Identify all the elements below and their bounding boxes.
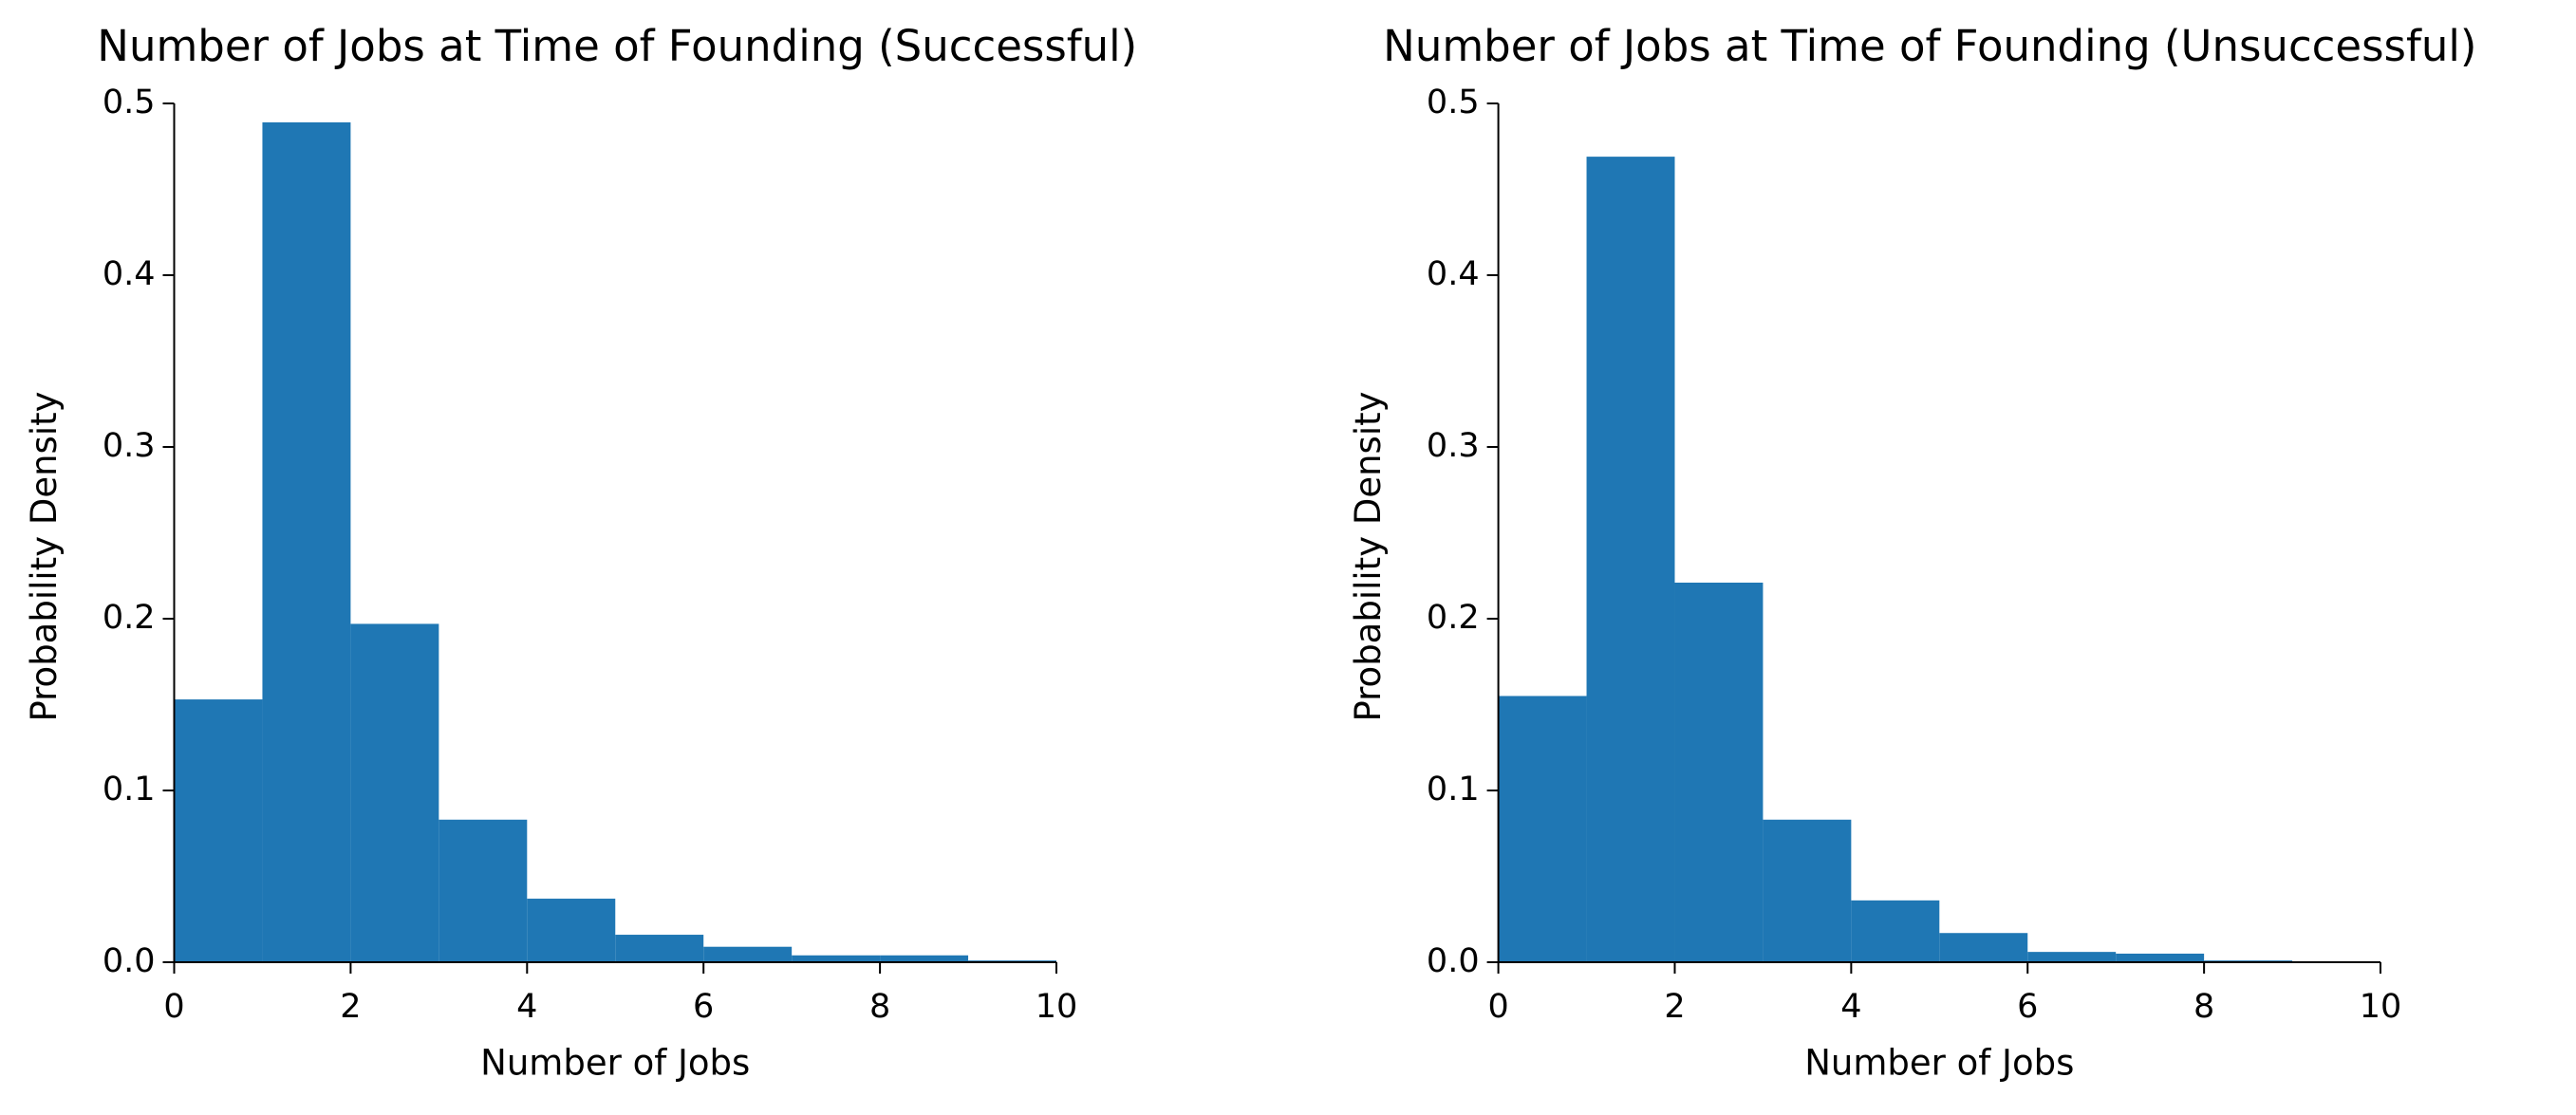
- x-tick-label: 8: [869, 988, 890, 1026]
- bar: [615, 935, 704, 962]
- x-tick-label: 4: [1840, 988, 1861, 1026]
- x-tick-label: 8: [2193, 988, 2214, 1026]
- x-axis-label: Number of Jobs: [1804, 1043, 2074, 1084]
- bar: [703, 946, 793, 962]
- x-tick-label: 6: [693, 988, 714, 1026]
- y-tick-label: 0.2: [103, 599, 156, 637]
- y-tick-label: 0.1: [103, 771, 156, 808]
- bar: [174, 699, 263, 962]
- x-tick-label: 10: [2360, 988, 2402, 1026]
- x-tick-label: 2: [340, 988, 361, 1026]
- y-tick-label: 0.5: [103, 84, 156, 121]
- chart-title: Number of Jobs at Time of Founding (Succ…: [97, 21, 1137, 71]
- y-tick-label: 0.5: [1427, 84, 1480, 121]
- y-axis-label: Probability Density: [24, 391, 65, 721]
- y-tick-label: 0.0: [1427, 942, 1480, 980]
- x-tick-label: 0: [1487, 988, 1508, 1026]
- x-tick-label: 0: [163, 988, 184, 1026]
- bar: [350, 623, 439, 962]
- bar: [1498, 696, 1587, 962]
- y-tick-label: 0.3: [103, 427, 156, 465]
- x-tick-label: 4: [516, 988, 537, 1026]
- chart-title: Number of Jobs at Time of Founding (Unsu…: [1383, 21, 2476, 71]
- bar: [880, 955, 969, 962]
- bar: [2027, 952, 2117, 962]
- bar: [792, 955, 881, 962]
- bar: [1939, 933, 2028, 962]
- y-tick-label: 0.2: [1427, 599, 1480, 637]
- y-tick-label: 0.0: [103, 942, 156, 980]
- y-axis-label: Probability Density: [1348, 391, 1389, 721]
- bar: [1763, 819, 1852, 962]
- x-tick-label: 10: [1036, 988, 1078, 1026]
- y-tick-label: 0.4: [103, 255, 156, 293]
- bar: [1674, 582, 1764, 962]
- bar: [262, 121, 351, 962]
- bar: [439, 819, 528, 962]
- x-axis-label: Number of Jobs: [480, 1043, 750, 1084]
- bar: [1586, 157, 1675, 963]
- y-tick-label: 0.1: [1427, 771, 1480, 808]
- x-tick-label: 2: [1664, 988, 1685, 1026]
- y-tick-label: 0.3: [1427, 427, 1480, 465]
- bar: [1851, 900, 1940, 962]
- bar: [2116, 953, 2205, 962]
- y-tick-label: 0.4: [1427, 255, 1480, 293]
- bar: [527, 899, 616, 962]
- x-tick-label: 6: [2017, 988, 2038, 1026]
